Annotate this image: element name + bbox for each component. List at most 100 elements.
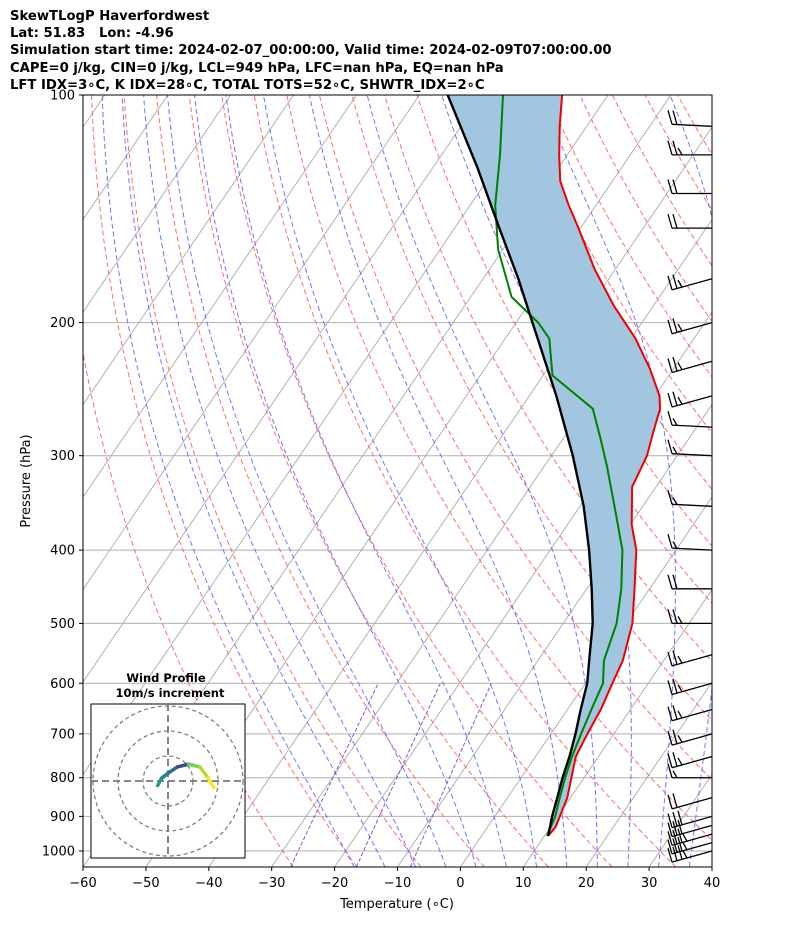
wind-barb [667, 318, 713, 335]
y-tick-label: 400 [50, 544, 75, 559]
wind-barb-flag [677, 362, 683, 370]
wind-barb-flag [672, 446, 678, 455]
mixing-ratio-line [355, 683, 441, 867]
wind-barb-flag [672, 829, 678, 845]
x-tick-label: 0 [456, 876, 464, 891]
wind-barb-flag [667, 831, 673, 846]
wind-barb [667, 533, 713, 551]
dry-adiabat-line [481, 95, 712, 491]
moist-adiabat-line [143, 95, 416, 867]
wind-barb-flag [667, 140, 673, 156]
wind-barb [667, 274, 713, 291]
hodograph-inset: Wind Profile 10m/s increment [90, 671, 246, 859]
wind-barb-flag [672, 574, 678, 589]
wind-barb-flag [667, 179, 673, 194]
wind-barb-staff [671, 682, 713, 696]
y-tick-label: 800 [50, 771, 75, 786]
wind-barb [667, 763, 712, 779]
wind-barb-staff [671, 708, 713, 722]
wind-barb [667, 836, 713, 855]
wind-barb [667, 410, 713, 428]
dry-adiabat-line [775, 95, 794, 867]
x-tick-label: −40 [195, 876, 222, 891]
wind-barb-flag [672, 418, 678, 426]
title-line-indices: LFT IDX=3∘C, K IDX=28∘C, TOTAL TOTS=52∘C… [10, 77, 485, 93]
wind-barb-flag [667, 651, 673, 667]
y-tick-label: 500 [50, 617, 75, 632]
wind-barb-flag [667, 392, 673, 408]
wind-barb-flag [672, 821, 678, 836]
wind-barb-staff [671, 278, 713, 291]
wind-barb-flag [672, 678, 678, 694]
wind-barb-staff [671, 424, 713, 428]
moist-adiabat-line [167, 95, 447, 867]
wind-barbs [667, 110, 713, 863]
mixing-ratio-line [290, 683, 379, 867]
wind-barb-staff [671, 453, 713, 457]
wind-barb-flag [667, 813, 673, 828]
wind-barb [667, 828, 713, 846]
wind-barb-flag [682, 833, 688, 842]
wind-barb-flag [677, 836, 683, 852]
wind-barb-flag [677, 734, 683, 743]
dry-adiabat-line [384, 95, 712, 663]
dry-adiabat-line [318, 95, 712, 781]
wind-barb-flag [667, 319, 673, 334]
wind-barb-staff [671, 850, 713, 863]
parcel-path-line [446, 95, 594, 837]
wind-barb-flag [667, 275, 673, 291]
chart-title-block: SkewTLogP Haverfordwest Lat: 51.83 Lon: … [10, 8, 612, 94]
wind-barb-flag [677, 396, 683, 405]
wind-barb-flag [667, 410, 673, 426]
x-axis-label: Temperature (∘C) [339, 897, 454, 912]
x-axis-ticks: −60 −50 −40 −30 −20 −10 0 10 20 30 40 [69, 867, 720, 891]
wind-barb-flag [677, 147, 683, 156]
cape-shaded-region [447, 95, 660, 836]
wind-barb [667, 140, 712, 156]
wind-barb-flag [672, 356, 678, 372]
x-tick-label: 10 [515, 876, 532, 891]
dry-adiabat-line [221, 95, 613, 867]
wind-barb-flag [672, 770, 678, 779]
wind-barb-staff [671, 321, 713, 335]
wind-barb-flag [667, 213, 673, 229]
mixing-ratio-line [409, 683, 492, 867]
title-line-times: Simulation start time: 2024-02-07_00:00:… [10, 43, 612, 59]
wind-barb-flag [672, 609, 678, 624]
moist-adiabat-line [669, 95, 712, 867]
hodograph-title: Wind Profile [126, 671, 206, 685]
wind-barb-flag [682, 850, 688, 859]
dry-adiabat-line [644, 95, 712, 211]
wind-barb-flag [677, 323, 683, 332]
wind-barb [667, 729, 713, 746]
wind-barb-flag [667, 358, 673, 373]
wind-barb [667, 391, 713, 408]
wind-barb-staff [671, 733, 713, 746]
dry-adiabat-line [416, 95, 712, 605]
moist-adiabat-line [225, 95, 507, 867]
dry-adiabat-line [253, 95, 677, 867]
wind-barb [667, 705, 713, 722]
wind-barb-flag [667, 439, 673, 454]
wind-barb-flag [677, 279, 683, 288]
wind-barb-staff [671, 833, 713, 846]
wind-barb-flag [672, 705, 678, 720]
wind-barb-flag [667, 680, 673, 695]
wind-barb-staff [671, 755, 713, 769]
wind-barb-flag [672, 812, 678, 827]
wind-barb-flag [667, 574, 673, 589]
wind-barb-flag [667, 730, 673, 746]
dry-adiabat-line [83, 350, 294, 867]
x-tick-label: 20 [578, 876, 595, 891]
wind-barb [667, 179, 712, 195]
wind-barb-flag [667, 110, 673, 125]
wind-barb [667, 439, 713, 457]
title-line-cape: CAPE=0 j/kg, CIN=0 j/kg, LCL=949 hPa, LF… [10, 60, 504, 76]
wind-barb [667, 609, 712, 625]
hodograph-trace-segment [175, 762, 191, 769]
isotherm-line [271, 218, 712, 867]
x-tick-label: 30 [641, 876, 658, 891]
wind-barb [667, 810, 713, 829]
wind-barb [667, 678, 713, 696]
